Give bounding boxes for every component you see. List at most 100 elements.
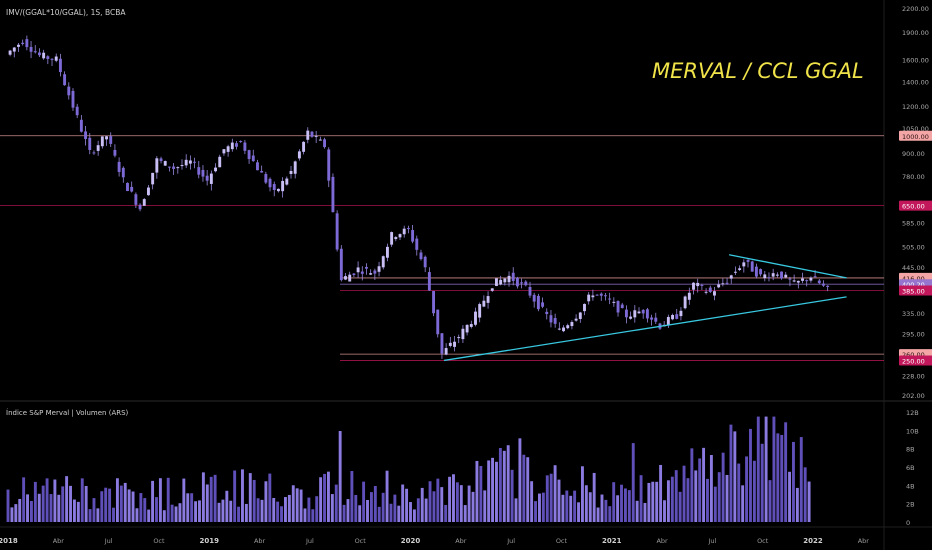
candle-body: [247, 150, 251, 160]
candle-body: [725, 282, 729, 284]
x-tick-label: 2022: [803, 537, 823, 545]
volume-bar: [491, 457, 495, 522]
candle-body: [42, 52, 46, 59]
candle-body: [700, 284, 704, 286]
candle-body: [92, 152, 96, 154]
volume-bar: [201, 472, 205, 522]
volume-bar: [717, 472, 721, 522]
candle-body: [172, 166, 176, 169]
candle-body: [771, 273, 775, 277]
candle-body: [528, 286, 532, 296]
volume-bar: [233, 470, 237, 522]
candle-body: [423, 256, 427, 268]
candle-body: [654, 317, 658, 322]
candle-body: [469, 324, 473, 327]
candle-body: [733, 271, 737, 273]
volume-bar: [217, 502, 221, 522]
price-marker-badge: [899, 355, 932, 366]
candle-body: [117, 161, 121, 172]
candle-body: [281, 180, 285, 192]
candle-body: [373, 270, 377, 274]
volume-tick-label: 12B: [906, 409, 919, 417]
volume-bar: [713, 486, 717, 522]
volume-bar: [385, 470, 389, 522]
volume-bar: [561, 494, 565, 522]
candle-body: [285, 178, 289, 185]
volume-bar: [186, 493, 190, 522]
volume-bar: [178, 503, 182, 522]
volume-bar: [459, 485, 463, 522]
volume-bar: [588, 492, 592, 522]
volume-bar: [248, 473, 252, 522]
candle-body: [381, 256, 385, 268]
candle-body: [406, 228, 410, 230]
volume-bar: [569, 495, 573, 522]
volume-bar: [420, 487, 424, 522]
volume-bar: [377, 506, 381, 522]
candle-body: [121, 167, 125, 178]
volume-bar: [444, 504, 448, 522]
candle-body: [813, 276, 817, 278]
volume-bar: [549, 473, 553, 522]
volume-bar: [409, 502, 412, 522]
candle-body: [71, 90, 75, 108]
volume-bar: [131, 491, 135, 522]
price-tick-label: 1400.00: [902, 78, 929, 86]
candle-body: [620, 304, 624, 309]
volume-bar: [541, 492, 545, 522]
volume-bar: [553, 465, 557, 522]
candle-body: [805, 280, 809, 282]
price-marker-badge: [899, 200, 932, 211]
candle-body: [486, 296, 490, 303]
volume-bar: [155, 497, 158, 522]
volume-bar: [381, 492, 385, 522]
candle-body: [696, 282, 700, 287]
x-tick-label: Abr: [656, 537, 668, 545]
x-tick-label: Jul: [506, 537, 515, 545]
volume-bar: [326, 471, 330, 522]
candle-body: [84, 131, 88, 140]
candle-body: [197, 167, 201, 175]
volume-bar: [237, 506, 241, 522]
candle-body: [264, 174, 268, 183]
x-tick-label: Abr: [53, 537, 65, 545]
volume-bar: [698, 458, 702, 522]
price-tick-label: 505.00: [902, 244, 925, 252]
volume-bar: [741, 485, 745, 522]
volume-bar: [229, 500, 233, 522]
volume-bar: [678, 491, 682, 522]
volume-bar: [733, 431, 737, 522]
volume-bar: [725, 474, 729, 522]
candle-body: [235, 143, 238, 147]
volume-bar: [41, 485, 45, 522]
candle-body: [352, 273, 356, 275]
volume-bar: [45, 478, 49, 522]
candle-body: [8, 50, 12, 55]
candle-body: [532, 294, 536, 302]
volume-bar: [373, 486, 377, 522]
candle-body: [356, 267, 360, 273]
x-tick-label: 2021: [602, 537, 622, 545]
volume-tick-label: 4B: [906, 482, 915, 490]
volume-bar: [170, 504, 174, 522]
volume-bar: [72, 499, 76, 522]
candle-body: [453, 341, 456, 347]
candle-body: [360, 271, 364, 274]
candle-body: [675, 314, 679, 319]
candle-body: [759, 269, 763, 275]
candle-body: [641, 309, 645, 314]
candle-body: [570, 322, 574, 327]
candle-body: [650, 317, 654, 320]
volume-bar: [342, 504, 346, 522]
candle-body: [780, 271, 784, 279]
price-marker-badge: [899, 130, 932, 141]
candle-body: [314, 135, 318, 137]
price-marker-label: 250.00: [902, 357, 925, 365]
candle-body: [750, 261, 754, 272]
volume-bar: [424, 498, 428, 522]
candle-body: [268, 178, 272, 188]
volume-bar: [596, 507, 600, 522]
x-tick-label: Oct: [355, 537, 367, 545]
price-marker-label: 1000.00: [902, 133, 929, 141]
